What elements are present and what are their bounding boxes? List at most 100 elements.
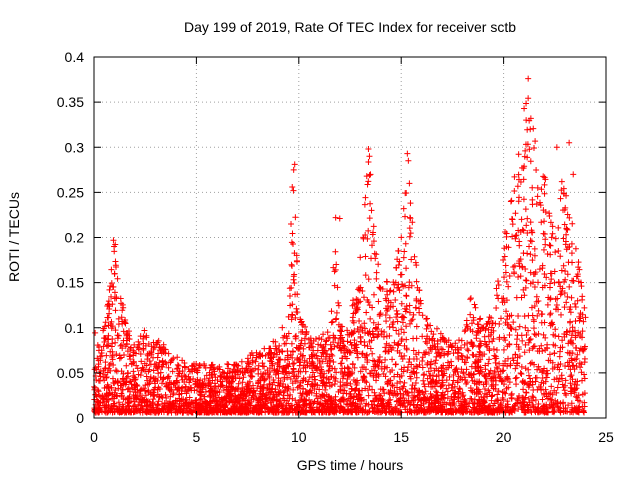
data-point: [339, 323, 346, 330]
data-point: [118, 408, 125, 415]
data-point: [155, 402, 162, 409]
data-point: [150, 354, 157, 361]
data-point: [202, 388, 209, 395]
data-point: [274, 361, 281, 368]
data-point: [386, 342, 393, 349]
data-point: [394, 371, 401, 378]
data-point: [271, 367, 278, 374]
data-point: [387, 368, 394, 375]
data-point: [377, 310, 384, 317]
data-point: [179, 409, 186, 416]
data-point: [201, 375, 208, 382]
data-point: [119, 375, 126, 382]
data-point: [308, 389, 315, 396]
data-point: [96, 343, 103, 350]
data-point: [374, 326, 381, 333]
data-point: [320, 392, 327, 399]
data-point: [480, 381, 487, 388]
data-point: [423, 316, 430, 323]
data-point: [399, 313, 406, 320]
data-point: [409, 219, 416, 226]
data-point: [244, 388, 251, 395]
data-point: [156, 359, 163, 366]
data-point: [551, 402, 558, 409]
data-point: [194, 369, 201, 376]
data-point: [299, 377, 306, 384]
data-point: [562, 204, 569, 211]
data-point: [223, 398, 230, 405]
data-point: [390, 303, 397, 310]
data-point: [519, 379, 526, 386]
data-point: [407, 215, 414, 222]
data-point: [309, 408, 316, 415]
data-point: [408, 256, 415, 263]
data-point: [367, 315, 374, 322]
data-point: [509, 355, 516, 362]
data-point: [196, 362, 203, 369]
data-point: [540, 207, 547, 214]
data-point: [273, 402, 280, 409]
data-point: [581, 399, 588, 406]
data-point: [225, 392, 232, 399]
data-point: [486, 314, 493, 321]
data-point: [385, 378, 392, 385]
data-point: [308, 353, 315, 360]
data-point: [554, 364, 561, 371]
data-point: [123, 362, 130, 369]
data-point: [283, 397, 290, 404]
data-point: [477, 342, 484, 349]
data-point: [515, 171, 522, 178]
data-point: [527, 269, 534, 276]
data-point: [559, 337, 566, 344]
data-point: [464, 346, 471, 353]
data-point: [369, 350, 376, 357]
data-point: [526, 382, 533, 389]
data-point: [109, 340, 116, 347]
data-point: [106, 306, 113, 313]
data-point: [104, 303, 111, 310]
data-point: [548, 276, 555, 283]
data-point: [467, 311, 474, 318]
data-point: [271, 350, 278, 357]
data-point: [495, 295, 502, 302]
data-point: [511, 188, 518, 195]
data-point: [475, 367, 482, 374]
data-point: [268, 358, 275, 365]
data-point: [157, 344, 164, 351]
data-point: [521, 349, 528, 356]
data-point: [129, 360, 136, 367]
data-point: [321, 379, 327, 386]
data-point: [459, 356, 466, 363]
data-point: [356, 401, 363, 408]
data-point: [531, 407, 538, 414]
data-point: [555, 404, 562, 411]
data-point: [566, 350, 573, 357]
data-point: [434, 350, 441, 357]
axis-ticks: 0 0.05 0.1 0.15 0.2 0.25 0.3 0.35 0.4 0 5 10 15 20 25: [57, 49, 614, 445]
data-point: [437, 330, 444, 337]
data-point: [555, 279, 562, 286]
data-point: [141, 360, 148, 367]
data-point: [436, 377, 443, 384]
data-point: [497, 375, 504, 382]
data-point: [558, 311, 565, 318]
data-point: [145, 341, 152, 348]
data-point: [486, 356, 493, 363]
data-point: [366, 302, 373, 309]
data-point: [373, 377, 380, 384]
data-point: [156, 407, 163, 414]
data-point: [567, 388, 574, 395]
data-point: [182, 384, 189, 391]
data-point: [504, 404, 511, 411]
data-point: [561, 382, 568, 389]
data-point: [475, 321, 482, 328]
data-point: [561, 221, 568, 228]
data-point: [395, 408, 402, 415]
data-point: [572, 318, 579, 325]
data-point: [299, 328, 306, 335]
data-point: [311, 386, 318, 393]
data-point: [413, 374, 420, 381]
data-point: [194, 379, 201, 386]
data-point: [248, 385, 255, 392]
data-point: [150, 367, 157, 374]
